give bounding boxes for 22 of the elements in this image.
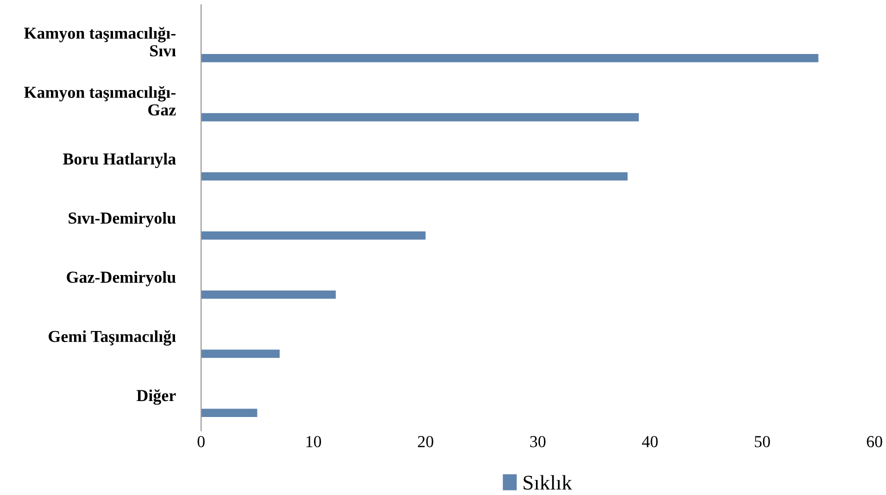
x-tick-label: 60 [866,436,882,448]
bar [201,172,628,181]
y-tick-label: Kamyon taşımacılığı- Sıvı [24,26,176,56]
bar [201,408,258,418]
bar [201,290,336,299]
x-tick-label: 20 [418,436,434,448]
y-tick-label: Gaz-Demiryolu [66,271,176,286]
x-tick-label: 30 [530,436,546,448]
bar [201,113,639,122]
bar [201,350,280,358]
y-tick-label: Diğer [136,389,176,405]
y-tick-label: Boru Hatlarıyla [62,152,176,168]
x-tick-label: 0 [198,436,205,448]
bar [201,231,426,240]
x-tick-label: 40 [642,436,658,448]
legend-label: Sıklık [524,475,572,490]
y-tick-label: Gemi Taşımacılığı [48,330,176,346]
bar [201,54,818,62]
y-tick-label: Sıvı-Demiryolu [68,212,176,228]
x-tick-label: 10 [306,436,322,448]
y-tick-label: Kamyon taşımacılığı- Gaz [24,86,176,116]
x-tick-label: 50 [754,436,770,448]
